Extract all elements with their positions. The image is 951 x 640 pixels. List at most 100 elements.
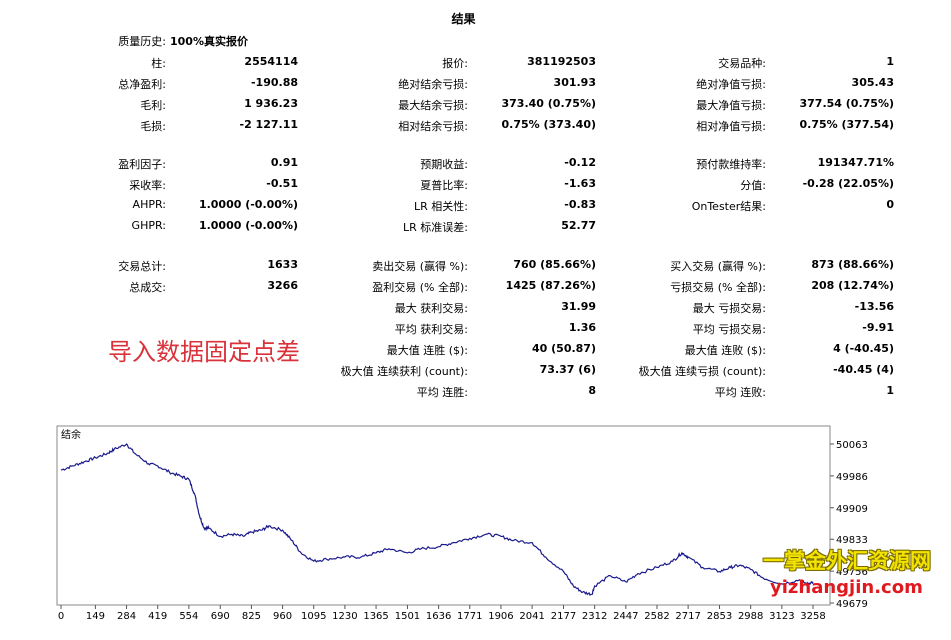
stat-r8-c2-value: -0.83 [564,198,596,211]
stat-r5-c1-value: -2 127.11 [239,118,299,131]
x-tick-label: 2582 [644,611,669,622]
x-tick-label: 2447 [613,611,638,622]
stat-r15-c3-value: -40.45 (4) [833,363,894,376]
y-tick-label: 49909 [836,504,868,515]
stat-r3-c3-label: 绝对净值亏损: [696,78,766,91]
y-tick-label: 49756 [836,567,868,578]
stat-r13-c3-value: -9.91 [862,321,894,334]
x-tick-label: 284 [117,611,136,622]
stat-r9-c2-label: LR 标准误差: [403,221,468,234]
x-tick-label: 1095 [301,611,326,622]
stat-r3-c1-label: 总净盈利: [118,78,166,91]
x-tick-label: 1501 [395,611,420,622]
stat-r11-c1-value: 3266 [267,279,298,292]
stat-r16-c3-value: 1 [886,384,894,397]
stat-r15-c2-label: 极大值 连续获利 (count): [340,365,468,378]
stat-r14-c2-label: 最大值 连胜 ($): [386,344,468,357]
stat-r14-c3-label: 最大值 连败 ($): [684,344,766,357]
stat-r11-c3-label: 亏损交易 (% 全部): [670,281,766,294]
stat-r5-c2-value: 0.75% (373.40) [501,118,597,131]
stat-r10-c1-value: 1633 [267,258,298,271]
stat-r5-c3-label: 相对净值亏损: [696,120,766,133]
stat-r4-c1-label: 毛利: [140,99,166,112]
stat-r7-c2-value: -1.63 [564,177,596,190]
x-tick-label: 149 [86,611,105,622]
stat-r15-c3-label: 极大值 连续亏损 (count): [638,365,766,378]
watermark-url: yizhangjin.com [770,577,923,598]
stat-r2-c1-label: 柱: [151,57,166,70]
stat-r7-c1-value: -0.51 [266,177,298,190]
stat-r2-c3-label: 交易品种: [718,57,766,70]
x-tick-label: 419 [148,611,167,622]
y-tick-label: 49679 [836,599,868,610]
x-tick-label: 554 [179,611,198,622]
x-tick-label: 3123 [769,611,794,622]
x-tick-label: 2177 [551,611,576,622]
x-tick-label: 2988 [738,611,763,622]
stat-r16-c2-label: 平均 连胜: [416,386,468,399]
x-tick-label: 1636 [426,611,451,622]
stat-r11-c2-value: 1425 (87.26%) [505,279,596,292]
stat-r16-c2-value: 8 [588,384,596,397]
x-tick-label: 2041 [519,611,544,622]
stat-r2-c2-label: 报价: [442,57,468,70]
stat-r7-c2-label: 夏普比率: [420,179,468,192]
x-tick-label: 2853 [707,611,732,622]
stat-r1-c1-label: 质量历史: [118,35,166,48]
stat-r4-c2-label: 最大结余亏损: [398,99,468,112]
stat-r6-c2-label: 预期收益: [420,158,468,171]
stat-r9-c1-value: 1.0000 (-0.00%) [198,219,298,232]
stat-r12-c2-value: 31.99 [561,300,596,313]
x-tick-label: 2717 [675,611,700,622]
results-title: 结果 [451,12,476,26]
overlay-caption: 导入数据固定点差 [108,338,300,366]
stat-r11-c1-label: 总成交: [129,281,166,294]
stat-r5-c3-value: 0.75% (377.54) [799,118,895,131]
stat-r3-c3-value: 305.43 [851,76,894,89]
stat-r4-c1-value: 1 936.23 [244,97,298,110]
stat-r6-c1-label: 盈利因子: [118,158,166,171]
stat-r7-c1-label: 采收率: [129,179,166,192]
x-tick-label: 960 [273,611,292,622]
stat-r4-c2-value: 373.40 (0.75%) [501,97,597,110]
stat-r3-c2-value: 301.93 [553,76,596,89]
x-tick-label: 1771 [457,611,482,622]
stat-r3-c2-label: 绝对结余亏损: [398,78,468,91]
stat-r8-c3-label: OnTester结果: [691,200,766,213]
x-tick-label: 690 [211,611,230,622]
x-tick-label: 1230 [332,611,357,622]
stat-r10-c2-label: 卖出交易 (赢得 %): [372,260,468,273]
stat-r2-c3-value: 1 [886,55,894,68]
stat-r4-c3-value: 377.54 (0.75%) [799,97,895,110]
stat-r15-c2-value: 73.37 (6) [539,363,596,376]
stat-r14-c2-value: 40 (50.87) [532,342,596,355]
stat-r8-c1-label: AHPR: [132,198,166,211]
balance-series-line [60,443,814,597]
stat-r16-c3-label: 平均 连败: [714,386,766,399]
stat-r10-c3-value: 873 (88.66%) [811,258,894,271]
stat-r6-c3-label: 预付款维持率: [696,158,766,171]
stat-r9-c1-label: GHPR: [131,219,166,232]
stat-r5-c1-label: 毛损: [140,120,166,133]
chart-frame [56,425,831,606]
stat-r10-c3-label: 买入交易 (赢得 %): [670,260,766,273]
x-tick-label: 825 [242,611,261,622]
stat-r3-c1-value: -190.88 [250,76,298,89]
stat-r11-c2-label: 盈利交易 (% 全部): [372,281,468,294]
stat-r5-c2-label: 相对结余亏损: [398,120,468,133]
stat-r8-c1-value: 1.0000 (-0.00%) [198,198,298,211]
stat-r12-c2-label: 最大 获利交易: [394,302,468,315]
stat-r6-c3-value: 191347.71% [817,156,894,169]
stat-r13-c2-label: 平均 获利交易: [394,323,468,336]
x-tick-label: 2312 [582,611,607,622]
x-tick-label: 3258 [800,611,825,622]
balance-chart: 结余 50063 49986 49909 49833 49756 49679 0 149 284 4… [56,425,868,622]
stat-r1-c1-value: 100%真实报价 [170,35,248,48]
stat-r8-c3-value: 0 [886,198,894,211]
stat-r10-c2-value: 760 (85.66%) [513,258,596,271]
y-tick-label: 49986 [836,472,868,483]
stat-r2-c1-value: 2554114 [244,55,298,68]
stat-r6-c2-value: -0.12 [564,156,596,169]
stat-r6-c1-value: 0.91 [270,156,298,169]
stat-r14-c3-value: 4 (-40.45) [833,342,894,355]
